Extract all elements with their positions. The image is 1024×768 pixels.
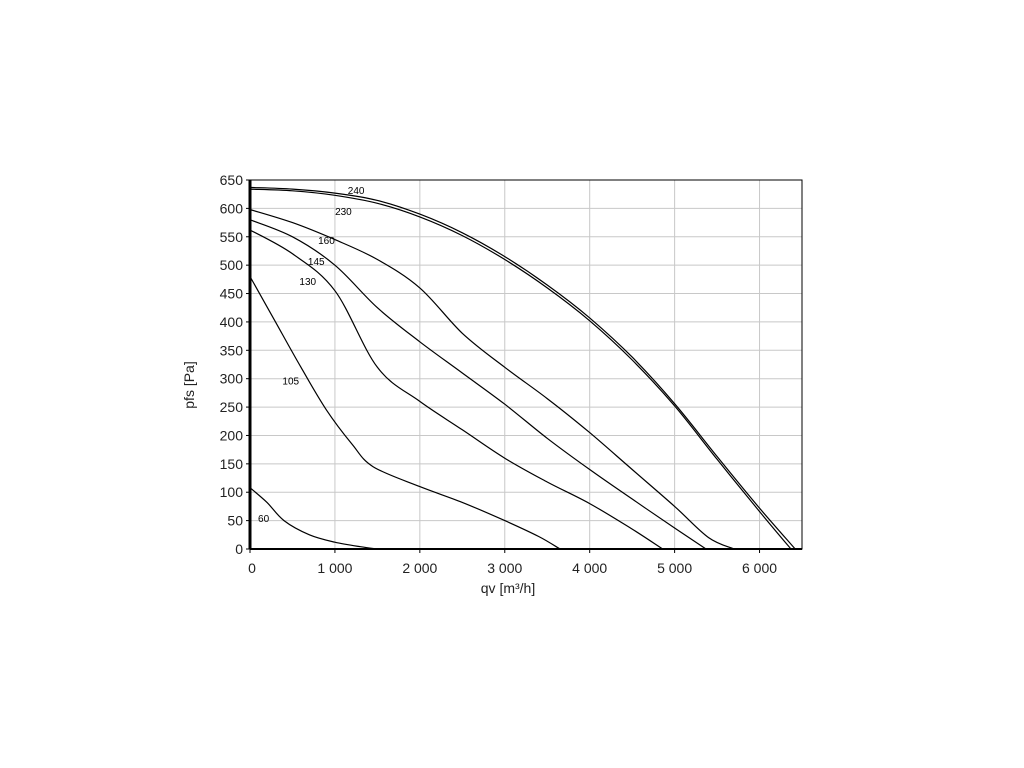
x-tick-label: 2 000: [402, 560, 437, 576]
curve-labels: 240 230 160 145 130 105 60: [258, 186, 365, 525]
x-tick-label: 1 000: [317, 560, 352, 576]
y-tick-label: 50: [227, 513, 243, 529]
curve-label-130: 130: [299, 277, 316, 288]
y-tick-label: 250: [220, 399, 244, 415]
curve-label-240: 240: [348, 186, 365, 197]
curves: [249, 186, 796, 550]
curve-230: [249, 188, 792, 550]
y-tick-label: 650: [220, 172, 244, 188]
curve-label-60: 60: [258, 514, 270, 525]
y-tick-label: 450: [220, 286, 244, 302]
curve-60: [249, 487, 378, 550]
curve-label-145: 145: [308, 257, 325, 268]
curve-label-160: 160: [318, 236, 335, 247]
x-axis-ticks: 0 1 000 2 000 3 000 4 000 5 000 6 000: [248, 549, 777, 576]
x-tick-label: 0: [248, 560, 256, 576]
x-axis-title: qv [m³/h]: [481, 580, 535, 596]
curve-label-230: 230: [335, 207, 352, 218]
curve-145: [249, 219, 707, 550]
x-tick-label: 5 000: [657, 560, 692, 576]
grid: [249, 179, 802, 550]
y-tick-label: 400: [220, 314, 244, 330]
y-axis-title: pfs [Pa]: [181, 361, 197, 408]
y-tick-label: 600: [220, 200, 244, 216]
curve-label-105: 105: [282, 376, 299, 387]
curve-240: [249, 186, 796, 550]
y-tick-label: 500: [220, 257, 244, 273]
y-tick-label: 300: [220, 371, 244, 387]
y-tick-label: 200: [220, 427, 244, 443]
y-axis-ticks: 0 50 100 150 200 250 300 350 400 450 500 550 600 650: [220, 172, 250, 557]
x-tick-label: 3 000: [487, 560, 522, 576]
y-tick-label: 150: [220, 456, 244, 472]
x-tick-label: 4 000: [572, 560, 607, 576]
y-tick-label: 350: [220, 342, 244, 358]
y-tick-label: 550: [220, 229, 244, 245]
curve-160: [249, 208, 735, 550]
y-tick-label: 0: [235, 541, 243, 557]
curve-130: [249, 229, 664, 550]
curve-105: [249, 276, 561, 550]
x-tick-label: 6 000: [742, 560, 777, 576]
y-tick-label: 100: [220, 484, 244, 500]
